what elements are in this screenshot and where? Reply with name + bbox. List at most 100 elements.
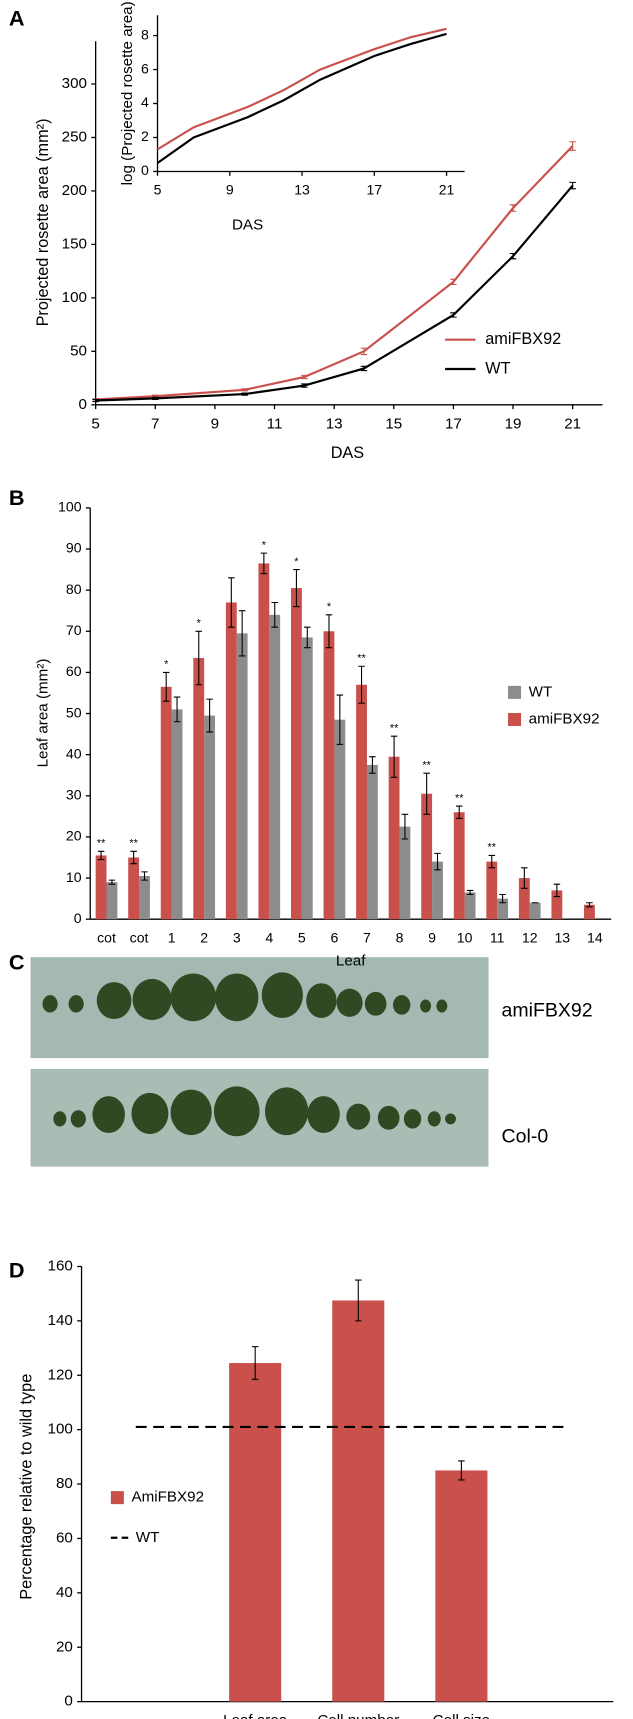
y-tick-label: 40 [66, 745, 82, 761]
bar [258, 563, 270, 920]
significance-label: * [164, 659, 169, 671]
bar [301, 637, 313, 920]
photo-label: Col-0 [502, 1125, 549, 1147]
bar [486, 861, 498, 920]
x-tick-label: 11 [490, 929, 505, 945]
error-bar [360, 365, 368, 372]
significance-label: ** [357, 653, 366, 665]
y-tick-label: 60 [56, 1529, 73, 1546]
error-bar [355, 1279, 362, 1322]
leaf [96, 982, 132, 1020]
error-bar [509, 252, 517, 260]
leaf [170, 1089, 212, 1136]
y-axis-label: Leaf area (mm²) [35, 659, 52, 768]
series-line [95, 145, 574, 401]
error-bar [241, 388, 248, 392]
y-tick-label: 100 [58, 499, 82, 515]
significance-label: * [262, 539, 267, 551]
y-tick-label: 90 [66, 540, 82, 556]
y-tick-label: 0 [141, 162, 149, 178]
bar [139, 876, 150, 920]
error-bar [455, 805, 463, 819]
legend-label: AmiFBX92 [131, 1489, 204, 1506]
bar [435, 1470, 488, 1702]
series-line [95, 184, 574, 402]
x-tick-label: 5 [91, 415, 99, 432]
bar [453, 812, 465, 920]
bar [236, 633, 248, 920]
y-tick-label: 120 [48, 1366, 73, 1383]
error-bar [521, 867, 528, 889]
error-bar [499, 893, 506, 904]
error-bar [569, 181, 576, 190]
y-tick-label: 300 [62, 75, 87, 92]
y-tick-label: 6 [141, 60, 149, 76]
error-bar [360, 347, 368, 356]
photo-label: amiFBX92 [502, 1000, 593, 1022]
leaf [213, 1086, 260, 1137]
legend-swatch [110, 1491, 124, 1505]
leaf [68, 995, 84, 1013]
error-bar [141, 871, 148, 881]
legend-swatch [508, 712, 522, 727]
leaf [170, 973, 217, 1022]
bar [366, 764, 378, 920]
y-tick-label: 20 [56, 1638, 73, 1655]
leaf [393, 995, 411, 1015]
error-bar [304, 626, 311, 649]
significance-label: ** [97, 838, 106, 850]
leaf [420, 999, 431, 1013]
x-tick-label: 6 [330, 929, 338, 945]
bar [95, 855, 107, 920]
bar [160, 686, 172, 920]
error-bar [358, 665, 365, 704]
error-bar [488, 854, 496, 869]
bar [584, 904, 595, 920]
bar [171, 709, 183, 920]
error-bar [569, 141, 576, 151]
y-tick-label: 2 [141, 128, 149, 144]
bar [323, 631, 335, 920]
y-tick-label: 150 [62, 235, 87, 252]
series-line [156, 27, 447, 151]
y-tick-label: 80 [66, 581, 82, 597]
significance-label: ** [455, 792, 464, 804]
y-tick-label: 0 [64, 1693, 72, 1710]
leaf [70, 1110, 86, 1128]
error-bar [423, 772, 430, 815]
error-bar [466, 889, 474, 896]
leaf [215, 973, 259, 1022]
leaf [436, 999, 448, 1013]
bar [204, 715, 216, 920]
legend-label: amiFBX92 [485, 330, 561, 348]
bar [106, 882, 118, 920]
x-tick-label: 17 [366, 182, 382, 198]
significance-label: * [294, 556, 299, 568]
error-bar [450, 312, 457, 318]
error-bar [301, 374, 308, 380]
x-tick-label: 3 [233, 929, 241, 945]
bar [518, 878, 530, 920]
y-tick-label: 200 [62, 182, 87, 199]
x-tick-label: 13 [326, 415, 343, 432]
y-tick-label: 250 [62, 128, 87, 145]
x-axis-label: DAS [232, 217, 263, 234]
bar [432, 861, 443, 920]
y-tick-label: 40 [56, 1584, 73, 1601]
significance-label: ** [488, 842, 497, 854]
bar [388, 756, 400, 920]
bar [497, 898, 509, 920]
leaf [346, 1103, 371, 1130]
error-bar [293, 569, 300, 608]
leaf [377, 1105, 400, 1130]
leaf [445, 1113, 456, 1125]
error-bar [553, 883, 561, 898]
significance-label: * [197, 618, 202, 630]
error-bar [509, 204, 517, 212]
x-tick-label: Cell number [317, 1712, 399, 1719]
x-tick-label: 17 [445, 415, 462, 432]
x-tick-label: 12 [522, 929, 538, 945]
x-tick-label: 13 [294, 182, 310, 198]
x-tick-label: 2 [200, 929, 208, 945]
significance-label: ** [129, 838, 138, 850]
